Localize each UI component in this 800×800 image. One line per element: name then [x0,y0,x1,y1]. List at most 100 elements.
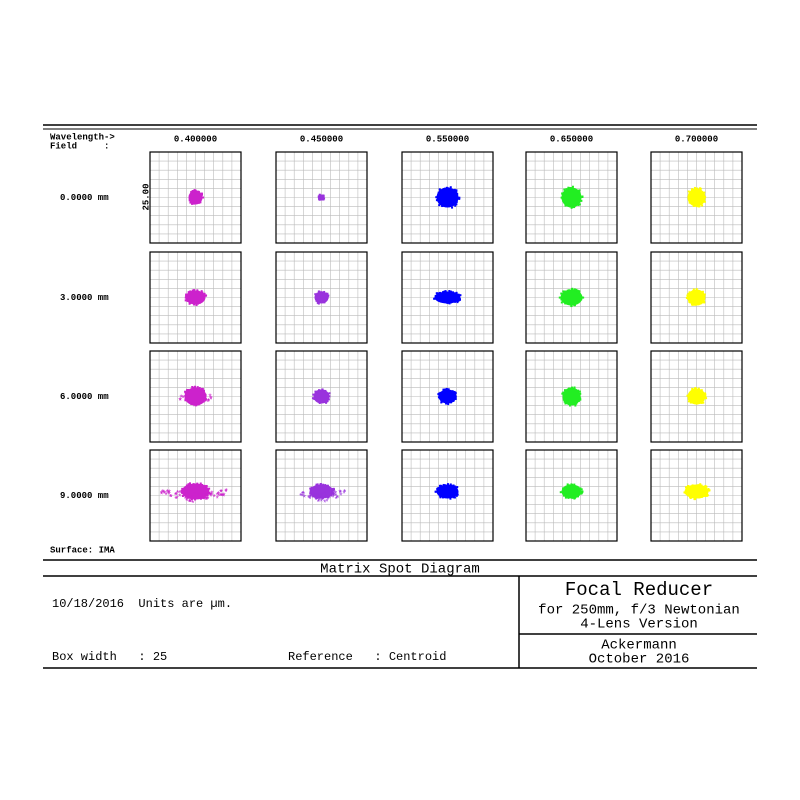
spot-point [687,196,690,199]
reference: Reference : Centroid [288,650,446,664]
spot-star: * [209,494,214,503]
spot-cell [149,251,242,344]
spot-point [688,201,691,204]
spot [184,387,207,406]
spot-cell [525,251,618,344]
spot-point [564,302,567,305]
spot-star: * [333,493,338,502]
spot-point [699,483,702,486]
spot [188,190,203,205]
spot-point [446,483,449,486]
spot-point [322,389,325,392]
spot-point [568,404,571,407]
spot-point [580,296,583,299]
spot-point [563,487,566,490]
spot-point [208,487,211,490]
spot-point [573,483,576,486]
spot-point [190,191,193,194]
spot-point [458,196,461,199]
spot-point [690,189,693,192]
spot-point [191,289,194,292]
spot-point [196,302,199,305]
spot-point [318,193,321,196]
spot-point [696,187,699,190]
spot-point [704,493,707,496]
spot-point [321,497,324,500]
spot [562,387,581,406]
spot-star: * [335,495,340,504]
spot-point [193,289,196,292]
spot-point [313,395,316,398]
spot-star: * [319,494,324,503]
spot-point [693,186,696,189]
spot-point [310,490,313,493]
cell-border [401,350,494,443]
spot-point [687,485,690,488]
spot [560,289,583,306]
spot-point [188,199,191,202]
spot-point [322,483,325,486]
spot-star: * [223,489,228,498]
spot-point [686,294,689,297]
spot-point [578,190,581,193]
spot-point [315,390,318,393]
spot-point [689,496,692,499]
spot-star: * [179,395,184,404]
cell-border [401,251,494,344]
spot-point [687,297,690,300]
spot-star: * [322,499,327,508]
spot-point [448,302,451,305]
spot-cell [275,251,368,344]
spot [561,187,582,208]
spot-point [444,484,447,487]
spot-point [309,487,312,490]
spot-point [571,205,574,208]
spot-point [437,293,440,296]
spot-point [578,192,581,195]
spot-point [201,485,204,488]
spot-point [562,398,565,401]
spot-star: * [191,401,196,410]
spot-point [582,296,585,299]
frame [43,124,757,669]
spot-point [435,196,438,199]
spot-point [566,289,569,292]
spot-point [203,484,206,487]
wavelength-label: Wavelength-> [50,132,115,142]
spot-point [695,288,698,291]
spot-point [561,392,564,395]
spot-star: * [324,496,329,505]
spot-point [698,496,701,499]
spot-point [331,491,334,494]
spot-point [196,387,199,390]
spot-point [204,294,207,297]
spot-point [697,484,700,487]
spot-point [683,491,686,494]
spot-point [699,302,702,305]
spot-point [203,399,206,402]
spot-star: * [198,397,203,406]
spot-point [563,389,566,392]
box-width: Box width : 25 [52,650,167,664]
spot-point [443,187,446,190]
spot-point [454,203,457,206]
spot-star: * [216,491,221,500]
spot-star: * [193,401,198,410]
spot-point [435,292,438,295]
spot-star: * [334,496,339,505]
spot-point [204,398,207,401]
spot-point [319,483,322,486]
spot-point [191,386,194,389]
spot-point [567,186,570,189]
spot-point [565,188,568,191]
spot-point [197,190,200,193]
spot-point [191,190,194,193]
spot-point [316,301,319,304]
spot-point [314,397,317,400]
spot-point [454,300,457,303]
spot [561,484,582,499]
spot-point [446,301,449,304]
spot-point [184,399,187,402]
spot-star: * [190,500,195,509]
spot-point [449,483,452,486]
